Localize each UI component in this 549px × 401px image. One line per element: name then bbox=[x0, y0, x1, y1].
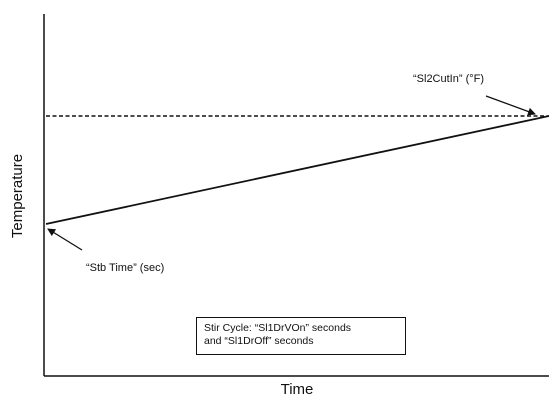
series-line bbox=[45, 115, 549, 225]
x-axis-title: Time bbox=[281, 381, 314, 398]
stir-cycle-box: Stir Cycle: “Sl1DrVOn” seconds and “Sl1D… bbox=[196, 317, 406, 355]
arrow-top-callout bbox=[485, 95, 536, 116]
stir-cycle-line-1: Stir Cycle: “Sl1DrVOn” seconds bbox=[204, 322, 352, 334]
annotation-bottom: “Stb Time” (sec) bbox=[86, 262, 164, 274]
arrow-bottom-callout bbox=[47, 228, 83, 251]
y-axis-title: Temperature bbox=[9, 154, 26, 238]
annotation-top: “Sl2CutIn” (°F) bbox=[413, 73, 484, 85]
stir-cycle-line-2: and “Sl1DrOff” seconds bbox=[204, 335, 314, 347]
